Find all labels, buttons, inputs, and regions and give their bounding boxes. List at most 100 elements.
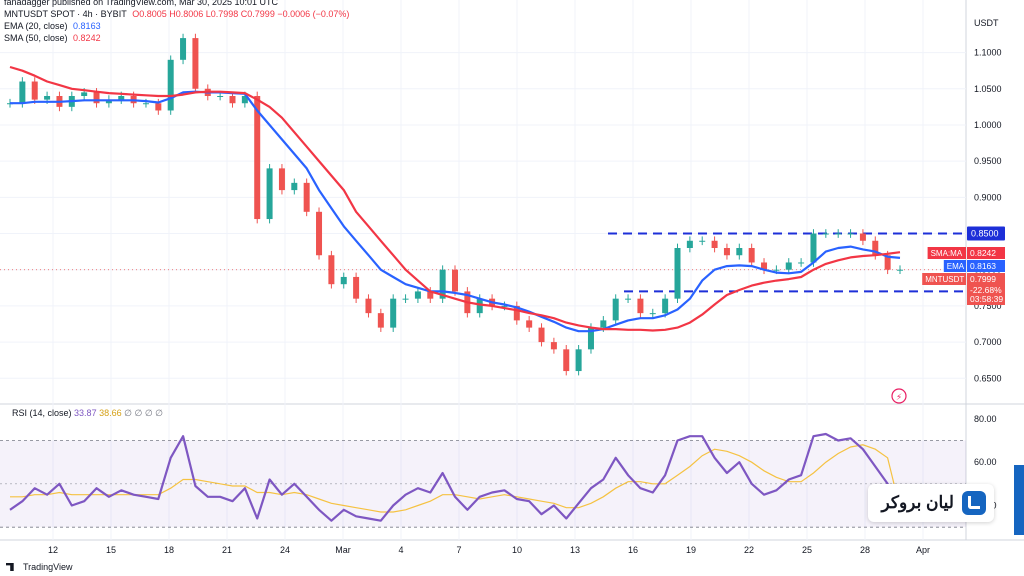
price-tick-label: 1.1000	[974, 48, 1002, 58]
sma-legend-value: 0.8242	[73, 33, 101, 43]
rsi-tick-label: 80.00	[974, 414, 997, 424]
price-tick-label: 1.0500	[974, 84, 1002, 94]
candle-body	[785, 262, 792, 270]
rsi-legend: RSI (14, close) 33.87 38.66 ∅ ∅ ∅ ∅	[12, 408, 163, 419]
candle-body	[266, 168, 273, 220]
sma-legend: SMA (50, close) 0.8242	[4, 33, 104, 44]
candle-body	[526, 320, 533, 328]
price-tags: 0.85000.7700SMA:MA0.8242EMA0.8163MNTUSDT…	[922, 226, 1005, 305]
time-tick-label: 25	[802, 545, 812, 555]
candle-body	[612, 298, 619, 321]
time-tick-label: 15	[106, 545, 116, 555]
time-tick-label: 28	[860, 545, 870, 555]
candle-body	[761, 262, 768, 270]
candle-body	[93, 92, 100, 104]
candle-body	[142, 103, 149, 105]
candle-body	[105, 99, 112, 104]
candle-body	[662, 298, 669, 314]
price-tag-value-box	[967, 247, 1005, 259]
price-tick-label: 0.9500	[974, 156, 1002, 166]
candle-body	[711, 240, 718, 248]
time-tick-label: 13	[570, 545, 580, 555]
time-tick-label: 19	[686, 545, 696, 555]
rsi-band	[0, 440, 966, 528]
candle-body	[278, 168, 285, 191]
candle-body	[19, 81, 26, 104]
price-tag-value: 0.8163	[970, 261, 996, 271]
candle-body	[340, 276, 347, 285]
price-tag-name: MNTUSDT	[925, 275, 964, 284]
symbol-label: MNTUSDT SPOT · 4h · BYBIT	[4, 9, 127, 19]
ema-line	[10, 90, 901, 333]
symbol-legend: MNTUSDT SPOT · 4h · BYBIT O0.8005 H0.800…	[4, 9, 352, 20]
candle-body	[835, 233, 842, 235]
price-tag-name-box	[927, 247, 966, 259]
candle-body	[625, 298, 632, 300]
candle-body	[241, 96, 248, 104]
currency-label: USDT	[974, 18, 999, 28]
candle-body	[390, 298, 397, 328]
candle-body	[686, 240, 693, 248]
price-tag-value-box	[967, 260, 1005, 272]
tradingview-label: TradingView	[23, 562, 73, 572]
candle-body	[674, 248, 681, 299]
candle-body	[452, 269, 458, 292]
candle-body	[377, 313, 384, 328]
publisher-caption: fanadagger published on TradingView.com,…	[4, 0, 279, 7]
level-tag-label: 0.8500	[971, 229, 999, 239]
candle-body	[859, 233, 866, 241]
time-tick-label: 7	[456, 545, 461, 555]
rsi-legend-value: 33.87	[74, 408, 97, 418]
ema-legend-label: EMA (20, close)	[4, 21, 68, 31]
candle-body	[513, 305, 520, 321]
rsi-ma-legend-value: 38.66	[99, 408, 122, 418]
candle-body	[180, 38, 187, 60]
candle-body	[736, 248, 743, 256]
rsi-tick-label: 60.00	[974, 457, 997, 467]
price-tag-value: 03:58:39	[970, 294, 1003, 304]
candle-body	[303, 182, 310, 212]
candle-body	[748, 248, 755, 263]
candle-body	[575, 349, 582, 372]
tradingview-logo-icon	[6, 563, 14, 571]
price-tick-label: 0.7500	[974, 301, 1002, 311]
time-tick-label: 4	[398, 545, 403, 555]
rsi-line	[9, 432, 902, 522]
candle-body	[167, 59, 174, 111]
price-tick-label: 1.0000	[974, 120, 1002, 130]
candle-body	[192, 38, 199, 89]
candle-body	[847, 233, 854, 235]
candle-body	[439, 269, 446, 299]
time-tick-label: 22	[744, 545, 754, 555]
candle-body	[501, 305, 508, 307]
candle-body	[773, 269, 780, 271]
alert-icon-glyph: ⚡	[896, 393, 902, 403]
brand-badge: لیان بروکر	[868, 484, 994, 522]
candle-body	[118, 96, 125, 100]
chart-marks	[7, 33, 903, 522]
price-tag-value-box	[967, 293, 1005, 305]
candle-body	[699, 240, 706, 242]
time-tick-label: 12	[48, 545, 58, 555]
side-accent-bar	[1014, 465, 1024, 535]
candle-body	[810, 233, 817, 263]
candle-body	[427, 291, 434, 299]
candle-body	[229, 96, 236, 104]
candle-body	[476, 298, 483, 314]
price-tag-value: 0.8242	[970, 248, 996, 258]
candle-body	[414, 291, 421, 299]
candle-body	[798, 262, 805, 264]
ema-legend: EMA (20, close) 0.8163	[4, 21, 104, 32]
candle-body	[81, 92, 88, 96]
candle-body	[217, 96, 224, 97]
sma-line	[9, 65, 901, 332]
price-tag-value: -22.68%	[970, 285, 1002, 295]
price-tag-name-box	[943, 260, 966, 272]
time-tick-label: 16	[628, 545, 638, 555]
price-tick-label: 0.9000	[974, 192, 1002, 202]
time-tick-label: Apr	[916, 545, 930, 555]
candle-body	[538, 327, 545, 343]
candle-body	[291, 182, 298, 191]
candle-body	[550, 342, 557, 350]
